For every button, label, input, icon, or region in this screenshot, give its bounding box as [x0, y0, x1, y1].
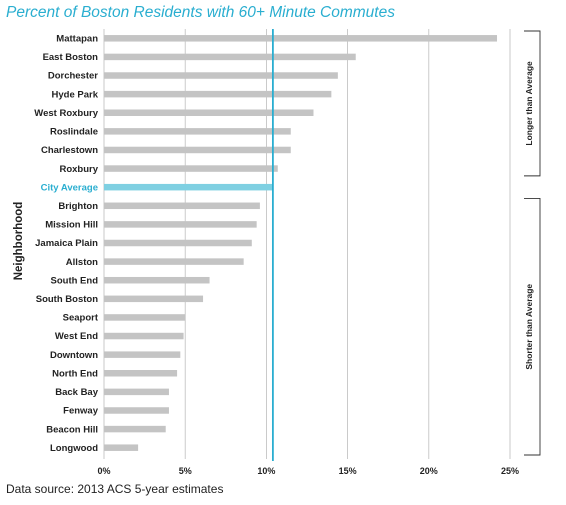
- bar: [104, 407, 169, 414]
- bar-chart: Mattapan East Boston Dorchester Hyde Park We…: [13, 29, 541, 476]
- bar: [104, 72, 338, 79]
- x-tick-label: 20%: [420, 466, 438, 476]
- bar: [104, 35, 498, 42]
- data-source-note: Data source: 2013 ACS 5-year estimates: [6, 482, 224, 496]
- bar: [104, 146, 291, 154]
- bar: [104, 239, 252, 247]
- category-label: Hyde Park: [52, 89, 99, 100]
- bar: [104, 314, 186, 321]
- bar: [104, 332, 184, 340]
- category-label: Roxbury: [59, 164, 98, 175]
- bar: [104, 165, 278, 172]
- category-label: Fenway: [63, 406, 99, 417]
- bar: [104, 128, 291, 135]
- category-label-layer: Mattapan East Boston Dorchester Hyde Park We…: [34, 34, 99, 454]
- category-label: Seaport: [63, 313, 99, 324]
- category-label: Back Bay: [55, 387, 98, 398]
- bar-city-average: [104, 183, 273, 191]
- category-label: North End: [52, 368, 98, 379]
- group-bracket: [524, 198, 541, 456]
- category-label: Roslindale: [50, 127, 98, 138]
- category-label: Mission Hill: [45, 220, 98, 231]
- group-bracket: [524, 30, 541, 177]
- bar: [104, 425, 166, 433]
- group-label: Longer than Average: [524, 61, 534, 146]
- category-label: Beacon Hill: [46, 424, 98, 435]
- category-label: Dorchester: [48, 71, 98, 82]
- bar: [104, 202, 260, 210]
- bar: [104, 370, 178, 377]
- category-label: Mattapan: [56, 34, 98, 45]
- bar: [104, 221, 257, 228]
- bar: [104, 258, 244, 265]
- y-axis-title: Neighborhood: [13, 202, 25, 281]
- x-tick-label: 0%: [97, 466, 110, 476]
- category-label: Downtown: [50, 350, 98, 361]
- group-label: Shorter than Average: [524, 284, 534, 370]
- bar: [104, 351, 181, 358]
- x-tick-label: 5%: [179, 466, 192, 476]
- category-label: Longwood: [50, 443, 98, 454]
- x-tick-label: 10%: [257, 466, 275, 476]
- category-label-city-average: City Average: [41, 182, 98, 193]
- bar: [104, 295, 204, 303]
- bar: [104, 53, 356, 61]
- category-label: West Roxbury: [34, 108, 98, 119]
- bar: [104, 444, 139, 451]
- bar-layer: [104, 29, 498, 461]
- x-tick-label: 25%: [501, 466, 519, 476]
- category-label: Allston: [66, 257, 98, 268]
- category-label: South Boston: [36, 294, 98, 305]
- category-label: West End: [55, 331, 98, 342]
- bar: [104, 276, 210, 284]
- category-label: Jamaica Plain: [35, 238, 98, 249]
- category-label: Charlestown: [41, 145, 98, 156]
- bar: [104, 388, 169, 396]
- bar: [104, 109, 314, 116]
- category-label: Brighton: [58, 201, 98, 212]
- x-tick-label: 15%: [339, 466, 357, 476]
- bar: [104, 90, 332, 98]
- category-label: East Boston: [43, 52, 99, 63]
- group-bracket-layer: Longer than Average Shorter than Average: [524, 30, 541, 456]
- chart-title: Percent of Boston Residents with 60+ Min…: [6, 4, 395, 21]
- x-tick-layer: 0% 5% 10% 15% 20% 25%: [97, 466, 519, 476]
- category-label: South End: [51, 275, 99, 286]
